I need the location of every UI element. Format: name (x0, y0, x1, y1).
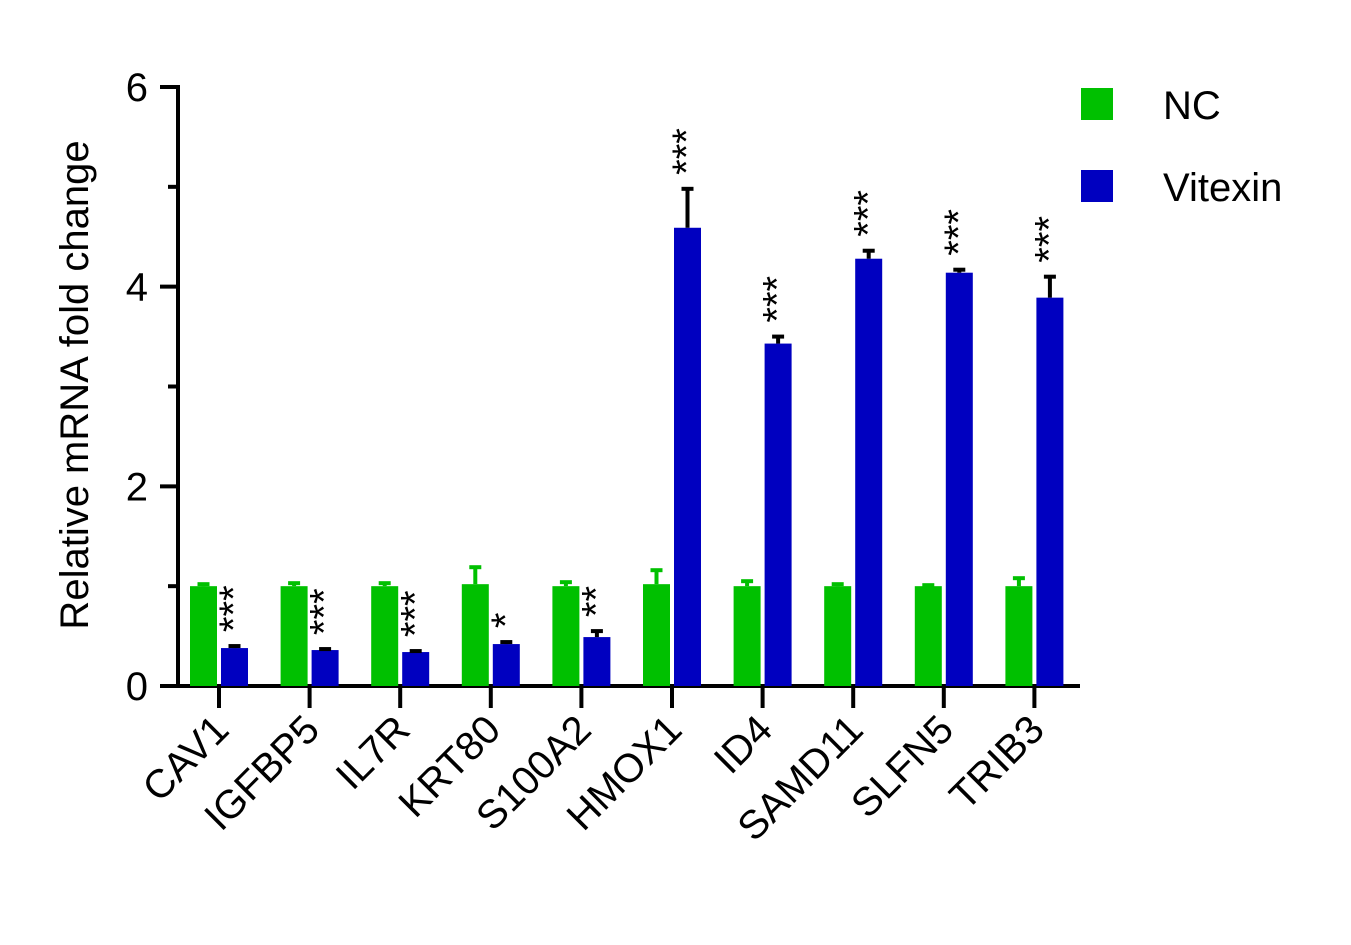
y-axis-title: Relative mRNA fold change (53, 140, 97, 629)
bar-nc-s100a2 (552, 586, 580, 686)
significance-label: *** (393, 590, 437, 637)
bar-nc-igfbp5 (280, 586, 308, 686)
bar-nc-id4 (733, 586, 761, 686)
y-tick-label: 0 (126, 665, 148, 709)
significance-label: *** (665, 128, 709, 175)
legend-swatch-vitexin (1081, 170, 1113, 202)
bar-nc-hmox1 (643, 584, 670, 686)
y-tick-label: 4 (126, 266, 148, 310)
bar-vitexin-samd11 (855, 258, 883, 686)
bar-nc-trib3 (1005, 586, 1033, 686)
legend-label-vitexin: Vitexin (1163, 166, 1282, 210)
bar-vitexin-hmox1 (674, 227, 701, 686)
bar-vitexin-trib3 (1036, 297, 1064, 686)
bar-nc-samd11 (824, 586, 852, 686)
significance-label: *** (303, 588, 347, 635)
y-tick-label: 2 (126, 465, 148, 509)
bar-vitexin-igfbp5 (311, 650, 339, 686)
legend-label-nc: NC (1163, 84, 1221, 128)
bar-vitexin-krt80 (492, 644, 520, 686)
bars: *** *** *** ************ *** *** (190, 128, 1071, 686)
significance-label: *** (756, 276, 800, 323)
significance-label: *** (1027, 216, 1071, 263)
x-tick-label: ID4 (706, 707, 781, 782)
legend: NC Vitexin (1081, 84, 1282, 210)
bar-vitexin-cav1 (221, 648, 248, 686)
bar-vitexin-s100a2 (583, 637, 611, 686)
y-tick-label: 6 (126, 66, 148, 110)
significance-label: * (484, 612, 528, 628)
legend-swatch-nc (1081, 88, 1113, 120)
significance-label: *** (212, 585, 256, 632)
x-tick-label: SLFN5 (843, 707, 962, 826)
bar-vitexin-id4 (764, 343, 792, 686)
bar-nc-slfn5 (914, 586, 942, 686)
bar-nc-krt80 (461, 584, 489, 686)
bar-nc-cav1 (190, 586, 217, 686)
bar-vitexin-il7r (402, 652, 430, 686)
significance-label: *** (846, 190, 890, 237)
significance-label: ** (574, 586, 618, 617)
bar-vitexin-slfn5 (945, 272, 973, 686)
x-tick-label: TRIB3 (941, 707, 1052, 818)
bar-nc-il7r (371, 586, 399, 686)
significance-label: *** (937, 209, 981, 256)
y-axis: 0 2 4 6 (126, 66, 180, 709)
